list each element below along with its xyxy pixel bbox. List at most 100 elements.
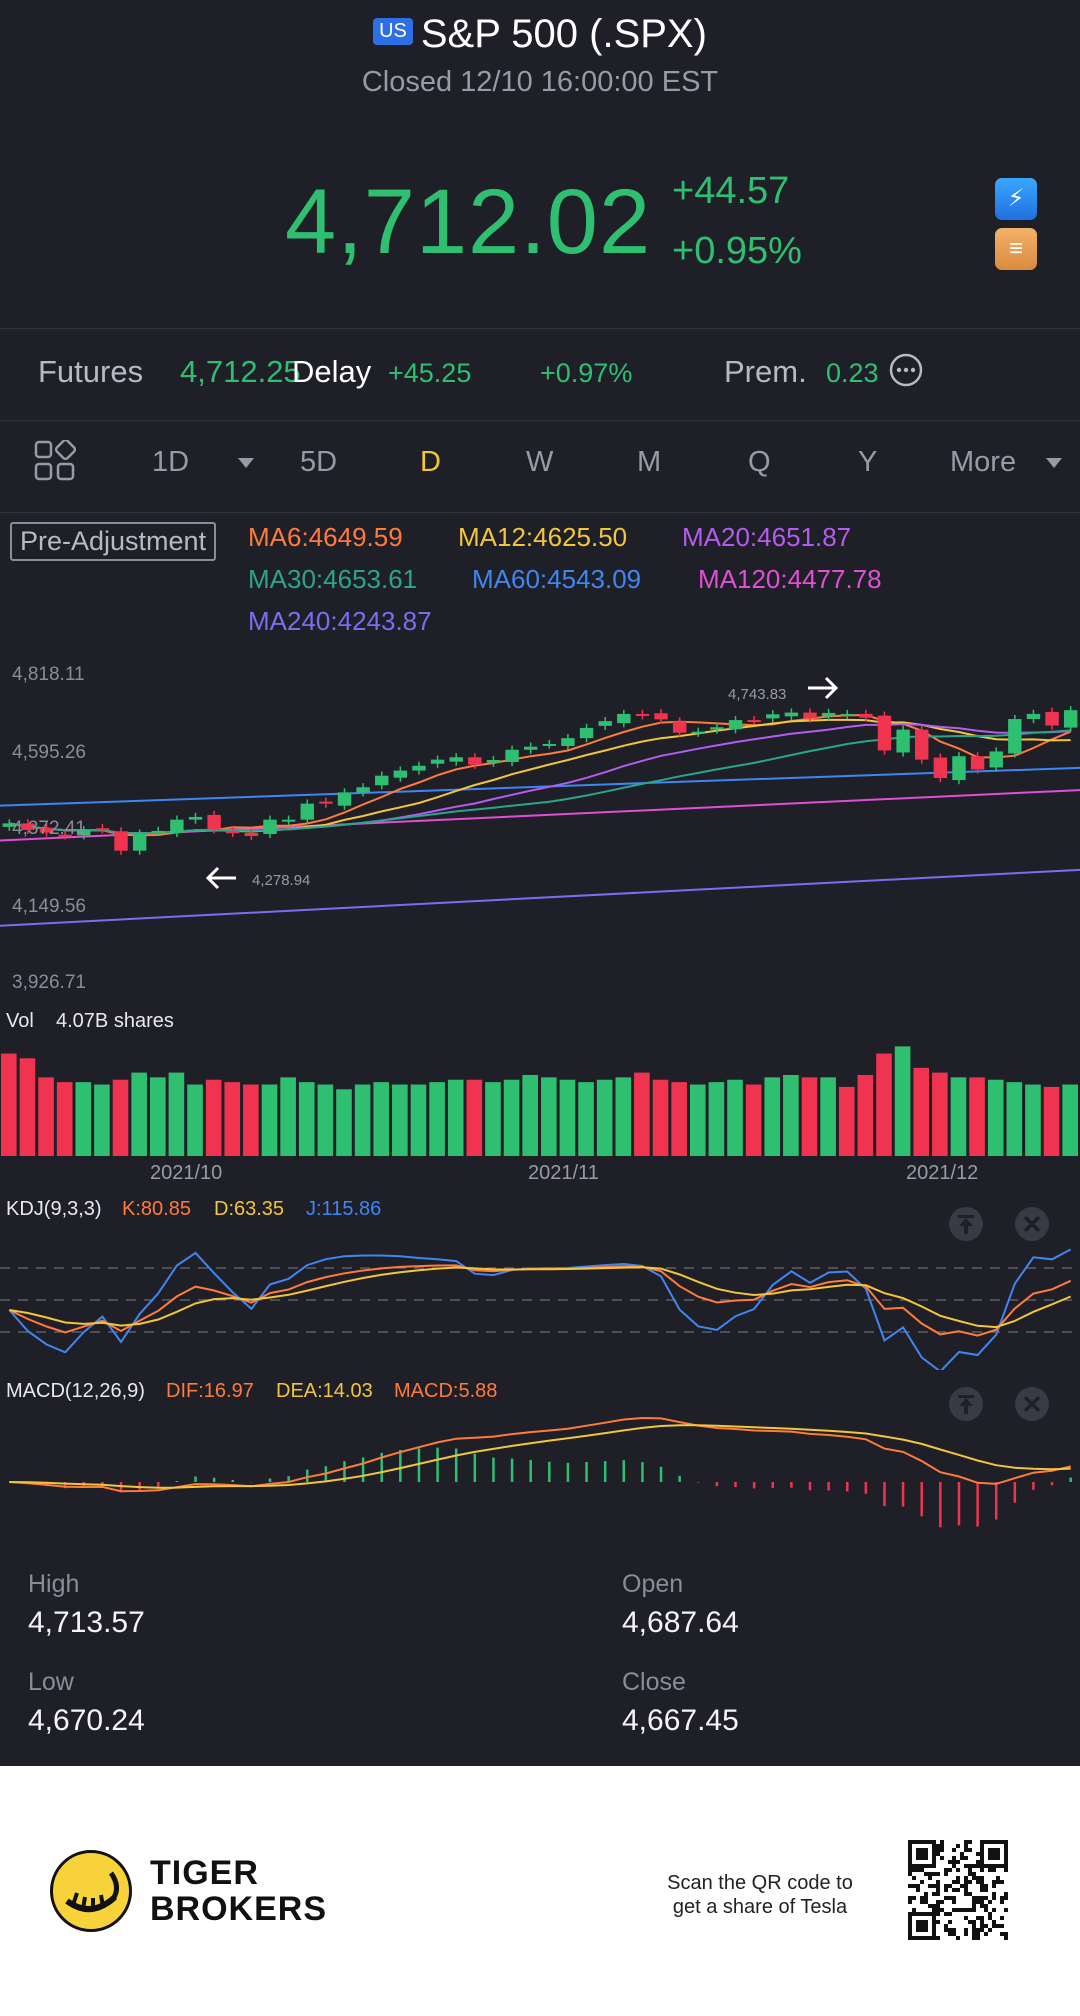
tab-q[interactable]: Q: [748, 446, 771, 478]
right-arrow-icon: [808, 676, 839, 700]
ma6-label: MA6:4649.59: [248, 522, 403, 552]
flash-icon[interactable]: ⚡: [995, 178, 1037, 220]
qr-module: [920, 1848, 924, 1852]
volume-caption: Vol: [6, 1010, 34, 1032]
qr-module: [908, 1868, 912, 1872]
volume-bar: [820, 1077, 836, 1156]
ma12-label: MA12:4625.50: [458, 522, 628, 552]
tab-5d[interactable]: 5D: [300, 446, 338, 478]
candle: [933, 757, 948, 779]
qr-module: [980, 1880, 984, 1884]
macd-dea: DEA:14.03: [276, 1380, 373, 1402]
futures-row[interactable]: Futures 4,712.25 Delay +45.25 +0.97% Pre…: [0, 328, 1080, 420]
qr-module: [932, 1884, 936, 1888]
qr-module: [936, 1936, 940, 1940]
qr-module: [908, 1856, 912, 1860]
qr-module: [1000, 1932, 1004, 1936]
pre-adjustment-button[interactable]: Pre-Adjustment: [10, 522, 217, 561]
ma-line: [9, 729, 1071, 835]
qr-module: [944, 1924, 948, 1928]
qr-module: [980, 1852, 984, 1856]
qr-module: [988, 1856, 992, 1860]
qr-module: [984, 1924, 988, 1928]
candle: [859, 713, 873, 718]
qr-module: [984, 1908, 988, 1912]
price-change: +44.57: [672, 170, 790, 212]
qr-module: [952, 1900, 956, 1904]
scan-caption: get a share of Tesla: [672, 1896, 848, 1918]
macd-chart[interactable]: [0, 1404, 1080, 1554]
pin-top-icon[interactable]: [948, 1386, 984, 1422]
promo-footer: TIGER BROKERS Scan the QR code to get a …: [0, 1766, 1080, 2016]
pin-top-icon[interactable]: [948, 1206, 984, 1242]
grid-icon[interactable]: [34, 440, 76, 482]
qr-module: [972, 1908, 976, 1912]
qr-module: [972, 1904, 976, 1908]
volume-bar: [559, 1079, 576, 1156]
tab-more[interactable]: More: [950, 446, 1017, 478]
tab-d[interactable]: D: [420, 446, 441, 478]
x-axis-tick: 2021/12: [906, 1162, 979, 1184]
qr-module: [972, 1920, 976, 1924]
price-change-percent: +0.95%: [672, 230, 802, 272]
tab-y[interactable]: Y: [858, 446, 878, 478]
qr-module: [980, 1904, 984, 1908]
candle: [747, 720, 761, 723]
volume-bar: [876, 1053, 892, 1156]
candle: [263, 819, 277, 834]
divider: [0, 328, 1080, 329]
qr-module: [924, 1852, 928, 1856]
candle: [598, 721, 612, 726]
kdj-d-line: [9, 1266, 1072, 1329]
layers-icon[interactable]: ≡: [995, 228, 1037, 270]
qr-module: [1000, 1900, 1004, 1904]
qr-module: [932, 1924, 936, 1928]
chevron-down-icon[interactable]: [238, 458, 254, 470]
qr-module: [956, 1888, 960, 1892]
volume-chart[interactable]: [0, 1040, 1080, 1156]
tab-w[interactable]: W: [526, 446, 554, 478]
close-icon[interactable]: [1014, 1206, 1050, 1242]
volume-bar: [932, 1072, 948, 1156]
market-status: Closed 12/10 16:00:00 EST: [361, 66, 719, 98]
close-label: Close: [622, 1668, 686, 1696]
qr-module: [944, 1912, 948, 1916]
kdj-chart[interactable]: [0, 1220, 1080, 1370]
qr-module: [972, 1928, 976, 1932]
qr-module: [932, 1892, 936, 1896]
candle: [393, 770, 408, 778]
candle: [952, 756, 966, 781]
qr-module: [980, 1876, 984, 1880]
qr-module: [980, 1848, 984, 1852]
qr-code-icon[interactable]: [908, 1840, 1008, 1940]
qr-module: [908, 1912, 912, 1916]
qr-module: [936, 1920, 940, 1924]
qr-module: [916, 1924, 920, 1928]
qr-module: [960, 1908, 964, 1912]
close-icon[interactable]: [1014, 1386, 1050, 1422]
qr-module: [936, 1852, 940, 1856]
candle: [505, 749, 519, 763]
volume-bar: [764, 1077, 781, 1156]
volume-bar: [671, 1082, 687, 1156]
qr-module: [992, 1884, 996, 1888]
candle: [21, 823, 35, 830]
candle: [710, 727, 724, 730]
candle: [151, 830, 165, 833]
volume-bar: [987, 1079, 1004, 1156]
tab-m[interactable]: M: [637, 446, 662, 478]
candle: [2, 823, 17, 827]
qr-module: [1004, 1908, 1008, 1912]
more-options-icon[interactable]: [888, 352, 924, 388]
qr-module: [1004, 1864, 1008, 1868]
tab-1d[interactable]: 1D: [152, 446, 190, 478]
qr-module: [1004, 1868, 1008, 1872]
chevron-down-icon[interactable]: [1046, 458, 1062, 470]
qr-module: [984, 1840, 988, 1844]
scan-caption: Scan the QR code to: [667, 1872, 853, 1894]
qr-module: [936, 1888, 940, 1892]
price-chart[interactable]: [0, 650, 1080, 1010]
volume-bar: [503, 1079, 520, 1156]
kdj-label: KDJ(9,3,3): [6, 1198, 102, 1220]
candle: [561, 738, 575, 746]
